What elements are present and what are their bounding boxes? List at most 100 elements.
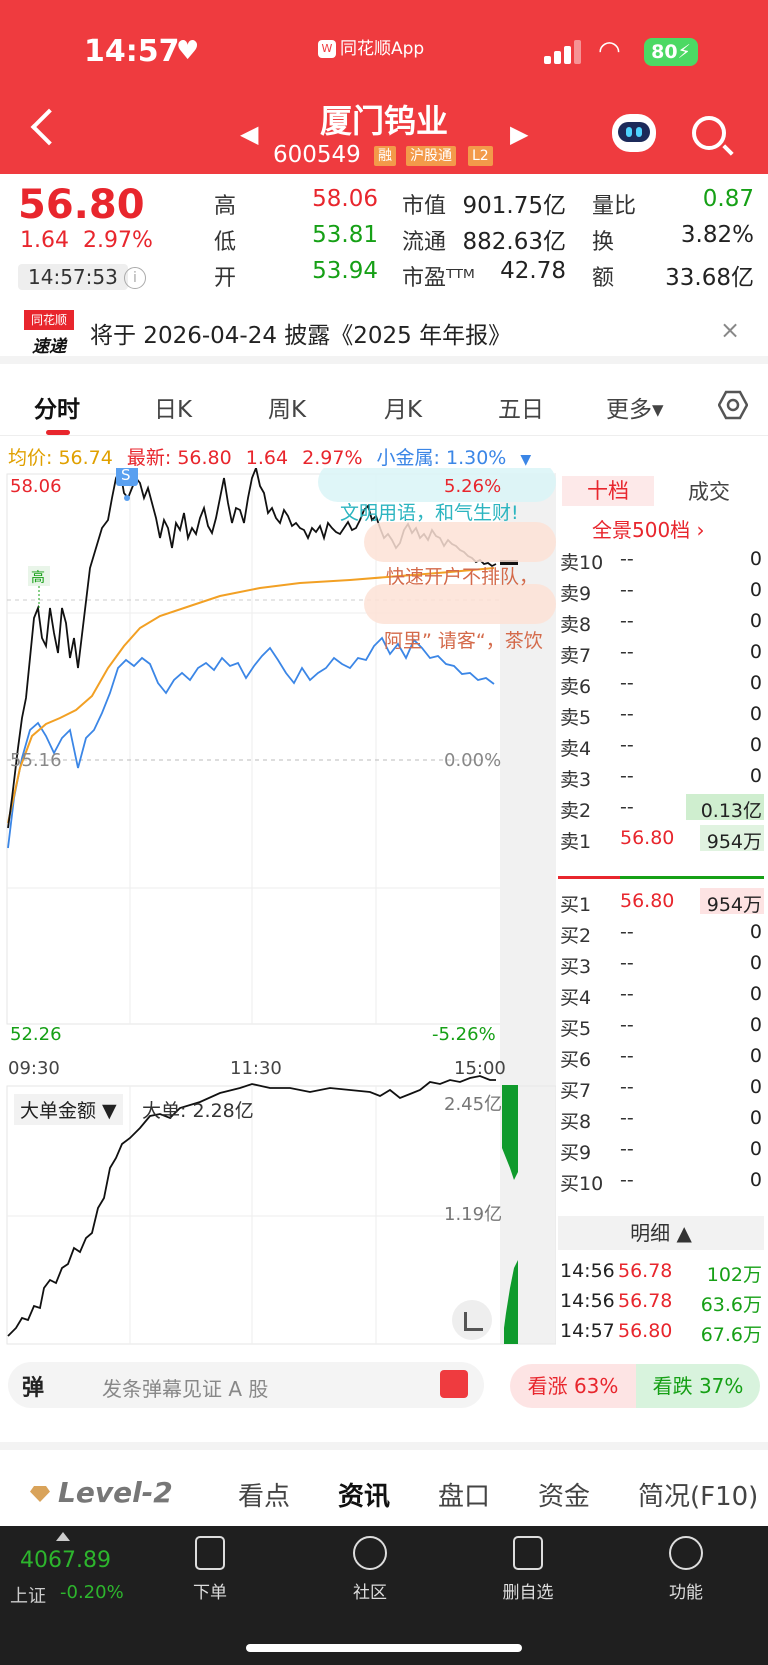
tab-underline bbox=[46, 430, 70, 435]
assistant-robot-icon[interactable] bbox=[612, 114, 656, 152]
bid-row[interactable]: 买10 -- 0 bbox=[558, 1165, 764, 1197]
ask-row[interactable]: 卖10 -- 0 bbox=[558, 544, 764, 576]
tab-weekly-k[interactable]: 周K bbox=[268, 397, 307, 423]
search-icon[interactable] bbox=[692, 116, 726, 150]
tab-monthly-k[interactable]: 月K bbox=[384, 397, 423, 423]
level-price: -- bbox=[620, 610, 634, 632]
tab-intraday[interactable]: 分时 bbox=[34, 397, 80, 423]
ask-row[interactable]: 卖3 -- 0 bbox=[558, 761, 764, 793]
wifi-icon: ◠ bbox=[598, 36, 621, 66]
menu-icon bbox=[669, 1536, 703, 1570]
level-label: 卖7 bbox=[560, 645, 592, 667]
average-price-line bbox=[7, 567, 495, 824]
latest-change-pct: 2.97% bbox=[302, 447, 363, 469]
ask-row[interactable]: 卖5 -- 0 bbox=[558, 699, 764, 731]
index-value[interactable]: 4067.89 bbox=[20, 1548, 111, 1573]
big-order-dropdown[interactable]: 大单金额 ▼ bbox=[14, 1094, 123, 1125]
level-label: 买2 bbox=[560, 925, 592, 947]
ask-row[interactable]: 卖1 56.80 954万 bbox=[558, 823, 764, 855]
current-price: 56.80 bbox=[18, 182, 145, 228]
margin-tag: 融 bbox=[374, 146, 396, 166]
level-volume: 0 bbox=[749, 765, 762, 787]
tab-order-flow[interactable]: 盘口 bbox=[438, 1482, 491, 1512]
danmaku-input-bar[interactable]: 弹 发条弹幕见证 A 股 bbox=[8, 1362, 484, 1408]
bullish-vote-button[interactable]: 看涨 63% bbox=[510, 1364, 636, 1408]
level-label: 买8 bbox=[560, 1111, 592, 1133]
danmaku-icon[interactable]: 弹 bbox=[22, 1376, 45, 1401]
tab-ten-levels[interactable]: 十档 bbox=[562, 476, 654, 506]
sector-dropdown-icon[interactable]: ▼ bbox=[520, 452, 532, 468]
open-label: 开 bbox=[214, 266, 237, 291]
tab-more[interactable]: 更多▾ bbox=[606, 397, 664, 423]
level-volume: 0 bbox=[749, 548, 762, 570]
bearish-vote-button[interactable]: 看跌 37% bbox=[636, 1364, 760, 1408]
nav-remove-watchlist[interactable]: 删自选 bbox=[478, 1536, 578, 1603]
level-label: 卖2 bbox=[560, 800, 592, 822]
level-price: -- bbox=[620, 1076, 634, 1098]
bid-row[interactable]: 买9 -- 0 bbox=[558, 1134, 764, 1166]
ask-row[interactable]: 卖7 -- 0 bbox=[558, 637, 764, 669]
nav-order[interactable]: 下单 bbox=[160, 1536, 260, 1603]
level-label: 买1 bbox=[560, 894, 592, 916]
volume-ratio-value: 0.87 bbox=[702, 186, 754, 212]
bid-row[interactable]: 买4 -- 0 bbox=[558, 979, 764, 1011]
tab-news[interactable]: 资讯 bbox=[338, 1482, 391, 1512]
level-price: 56.80 bbox=[620, 890, 675, 912]
nav-functions[interactable]: 功能 bbox=[636, 1536, 736, 1603]
level-price: 56.80 bbox=[620, 827, 675, 849]
level-volume: 954万 bbox=[706, 831, 762, 853]
announcement-banner[interactable]: 同花顺 速递 将于 2026-04-24 披露《2025 年年报》 × bbox=[0, 300, 768, 364]
ask-row[interactable]: 卖9 -- 0 bbox=[558, 575, 764, 607]
sector-change[interactable]: 小金属: 1.30% bbox=[376, 447, 507, 469]
y-max-pct: 5.26% bbox=[444, 476, 502, 497]
intraday-chart[interactable]: 高 S bbox=[0, 468, 556, 1348]
market-cap-value: 901.75亿 bbox=[462, 193, 566, 219]
panorama-500-link[interactable]: 全景500档 › bbox=[592, 518, 705, 542]
s-marker: S bbox=[121, 468, 131, 484]
bottom-nav: 4067.89 上证 -0.20% 下单 社区 删自选 功能 bbox=[0, 1526, 768, 1665]
detail-header[interactable]: 明细 ▲ bbox=[558, 1216, 764, 1250]
settings-icon[interactable] bbox=[718, 390, 748, 420]
ask-row[interactable]: 卖2 -- 0.13亿 bbox=[558, 792, 764, 824]
bid-row[interactable]: 买1 56.80 954万 bbox=[558, 886, 764, 918]
y-mid-price: 55.16 bbox=[10, 750, 62, 771]
bid-row[interactable]: 买8 -- 0 bbox=[558, 1103, 764, 1135]
danmaku-input[interactable]: 发条弹幕见证 A 股 bbox=[102, 1377, 269, 1401]
tab-capital[interactable]: 资金 bbox=[538, 1482, 591, 1512]
tab-level2[interactable]: Level-2 bbox=[30, 1476, 173, 1509]
ask-row[interactable]: 卖8 -- 0 bbox=[558, 606, 764, 638]
expand-up-icon[interactable] bbox=[56, 1532, 70, 1541]
tab-deals[interactable]: 成交 bbox=[688, 480, 730, 504]
tab-profile[interactable]: 简况(F10) bbox=[638, 1482, 759, 1512]
level-label: 卖5 bbox=[560, 707, 592, 729]
level-volume: 0 bbox=[749, 610, 762, 632]
bid-row[interactable]: 买2 -- 0 bbox=[558, 917, 764, 949]
gift-icon[interactable] bbox=[440, 1370, 468, 1398]
tab-highlights[interactable]: 看点 bbox=[238, 1482, 291, 1512]
amount-value: 33.68亿 bbox=[665, 265, 754, 291]
bid-row[interactable]: 买3 -- 0 bbox=[558, 948, 764, 980]
bid-row[interactable]: 买5 -- 0 bbox=[558, 1010, 764, 1042]
level-price: -- bbox=[620, 1138, 634, 1160]
chart-tabs: 分时 日K 周K 月K 五日 更多▾ bbox=[0, 372, 768, 436]
ask-row[interactable]: 卖4 -- 0 bbox=[558, 730, 764, 762]
level-volume: 0 bbox=[749, 1045, 762, 1067]
bid-row[interactable]: 买7 -- 0 bbox=[558, 1072, 764, 1104]
close-icon[interactable]: × bbox=[720, 316, 741, 344]
banner-logo: 同花顺 速递 bbox=[24, 310, 74, 357]
level-label: 卖1 bbox=[560, 831, 592, 853]
tab-five-day[interactable]: 五日 bbox=[498, 397, 544, 423]
tab-daily-k[interactable]: 日K bbox=[154, 397, 193, 423]
nav-community[interactable]: 社区 bbox=[320, 1536, 420, 1603]
level-price: -- bbox=[620, 796, 634, 818]
next-stock-button[interactable]: ▶ bbox=[510, 120, 529, 148]
turnover-label: 换 bbox=[592, 230, 615, 255]
stock-name: 厦门钨业 bbox=[319, 102, 448, 140]
level-price: -- bbox=[620, 672, 634, 694]
level-price: -- bbox=[620, 921, 634, 943]
info-icon[interactable]: i bbox=[124, 267, 146, 289]
ask-row[interactable]: 卖6 -- 0 bbox=[558, 668, 764, 700]
prev-stock-button[interactable]: ◀ bbox=[240, 120, 259, 148]
bid-row[interactable]: 买6 -- 0 bbox=[558, 1041, 764, 1073]
expand-chart-button[interactable] bbox=[452, 1300, 492, 1340]
